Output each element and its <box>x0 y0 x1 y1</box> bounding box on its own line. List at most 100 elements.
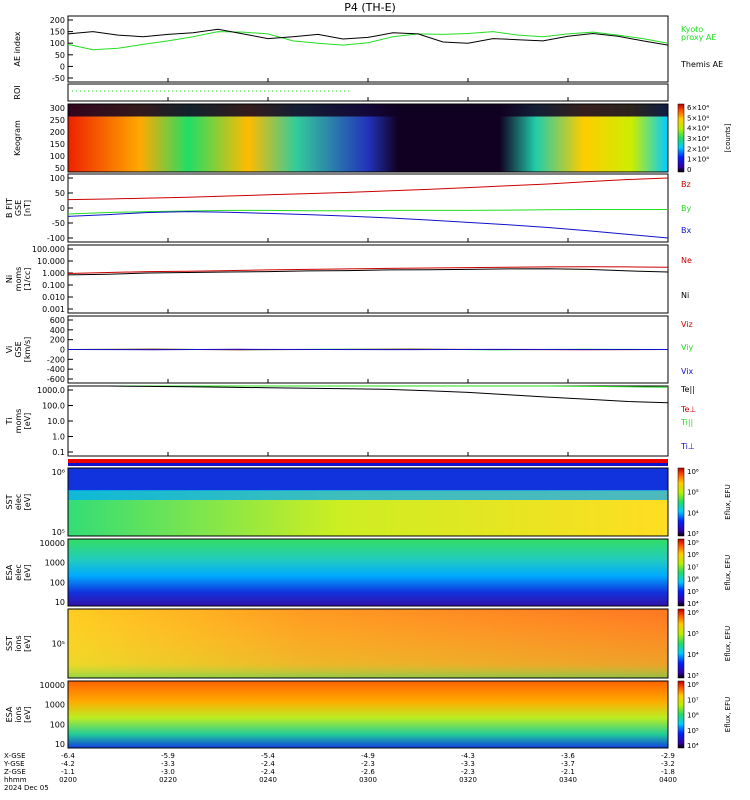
y-tick-label: 100.000 <box>32 245 65 254</box>
colorbar-tick-label: 5×10⁴ <box>687 114 709 122</box>
series-te-par <box>68 385 669 404</box>
colorbar-tick-label: 6×10⁴ <box>687 104 709 112</box>
y-axis-label: moms <box>14 267 23 292</box>
colorbar-tick-label: 10⁵ <box>687 630 699 638</box>
footer-value: -1.1 <box>61 768 75 776</box>
y-tick-label: 1.000 <box>42 269 65 278</box>
series-ni <box>67 268 669 276</box>
colorbar-tick-label: 10⁴ <box>687 600 699 608</box>
esa-ion-spectrogram <box>68 681 668 748</box>
legend-bfield: By <box>681 204 691 213</box>
series-bx <box>67 211 669 239</box>
y-tick-label: -50 <box>52 74 65 83</box>
colorbar-tick-label: 10⁵ <box>687 489 699 497</box>
colorbar-tick-label: 4×10⁴ <box>687 125 709 133</box>
colorbar-tick-label: 10³ <box>687 672 699 680</box>
colorbar-tick-label: 3×10⁴ <box>687 135 709 143</box>
panel-frame <box>67 244 669 314</box>
colorbar-label: [counts] <box>724 123 732 152</box>
sst-electron-mid-band <box>68 490 668 500</box>
legend-ae: proxy AE <box>681 33 716 42</box>
colorbar-tick-label: 10⁶ <box>687 609 699 617</box>
panel-temp: 1000.0 100.0 10.0 1.0 0.1 Ti moms [eV] <box>5 385 669 457</box>
footer-value: -2.1 <box>561 768 575 776</box>
y-tick-label: 0 <box>60 346 65 355</box>
footer-value: -4.2 <box>61 760 75 768</box>
y-tick-label: 50 <box>55 51 65 60</box>
y-tick-label: -100 <box>47 234 65 243</box>
series-bz <box>67 177 669 201</box>
y-tick-label: 10.0 <box>47 417 65 426</box>
y-tick-label: 10 <box>55 598 65 607</box>
footer-value: -2.9 <box>661 752 675 760</box>
flag-bar-red <box>68 459 668 463</box>
y-tick-label: 400 <box>50 326 65 335</box>
y-tick-label: 1000 <box>45 701 65 710</box>
y-axis-label: moms <box>14 409 23 434</box>
y-axis-label: AE index <box>13 31 22 66</box>
footer-value: 0200 <box>59 776 77 784</box>
panel-esa_e: 10000 1000 100 10 ESA elec [eV] <box>5 538 669 607</box>
y-tick-label: 50 <box>55 164 65 173</box>
footer-value: -2.3 <box>461 768 475 776</box>
colorbar-scale <box>677 467 685 537</box>
y-tick-label: 150 <box>50 140 65 149</box>
colorbar-tick-label: 10⁴ <box>687 509 699 517</box>
colorbar-scale <box>677 608 685 679</box>
colorbar-tick-label: 10⁶ <box>687 712 699 720</box>
y-tick-label: 200 <box>50 16 65 25</box>
y-tick-label: 10⁶ <box>52 468 65 477</box>
colorbar-tick-label: 10⁵ <box>687 727 699 735</box>
y-tick-label: 50 <box>55 189 65 198</box>
footer-value: 0320 <box>459 776 477 784</box>
footer-value: 0240 <box>259 776 277 784</box>
legend-density: Ne <box>681 256 692 265</box>
footer-value: 0220 <box>159 776 177 784</box>
y-axis-label: B FIT <box>5 198 14 218</box>
plot-title: P4 (TH-E) <box>344 1 396 14</box>
y-axis-label: [eV] <box>23 635 32 652</box>
legend-temp: Ti|| <box>680 418 693 427</box>
footer-value: -3.7 <box>561 760 575 768</box>
legend-temp: Te⊥ <box>680 405 696 414</box>
footer-value: -3.3 <box>461 760 475 768</box>
series-themis-ae <box>67 28 669 46</box>
y-tick-label: 250 <box>50 116 65 125</box>
y-axis-label: ions <box>14 706 23 722</box>
flag-bar-blue <box>68 463 668 466</box>
sst-electron-high-band <box>68 468 668 491</box>
series-by <box>67 209 668 215</box>
y-tick-label: 10 <box>55 740 65 749</box>
y-axis-label: SST <box>5 494 14 509</box>
y-axis-label: [nT] <box>23 200 32 216</box>
y-tick-label: 100 <box>50 39 65 48</box>
footer-row-label: 2024 Dec 05 <box>4 784 49 792</box>
footer-row-label: hhmm <box>4 776 27 784</box>
y-axis-label: [eV] <box>23 413 32 430</box>
panel-bfield: 100 50 0 -50 -100 B FIT GSE [nT] <box>5 173 669 243</box>
legend-bfield: Bx <box>681 226 691 235</box>
y-axis-label: [km/s] <box>23 337 32 363</box>
y-axis-label: GSE <box>14 341 23 357</box>
colorbar-scale <box>677 680 685 749</box>
y-tick-label: 0 <box>60 62 65 71</box>
y-tick-label: -200 <box>47 355 65 364</box>
colorbar-tick-label: 10⁸ <box>687 681 699 689</box>
legend-temp: Ti⊥ <box>680 442 695 451</box>
footer-value: -2.3 <box>361 760 375 768</box>
colorbar-esa_i: 10⁸ 10⁷ 10⁶ 10⁵ 10⁴ Eflux, EFU <box>677 680 732 750</box>
panel-roi: ROI <box>13 83 669 102</box>
panel-frame <box>67 385 669 457</box>
y-axis-label: SST <box>5 636 14 651</box>
y-axis-label: [eV] <box>23 564 32 581</box>
legend-velocity: Viz <box>681 320 693 329</box>
colorbar-scale <box>677 538 685 607</box>
legend-velocity: Vix <box>681 367 694 376</box>
y-axis-label: elec <box>14 494 23 510</box>
series-ne <box>67 266 669 274</box>
y-tick-label: 10.000 <box>37 257 65 266</box>
colorbar-sst_i: 10⁶ 10⁵ 10⁴ 10³ Eflux, EFU <box>677 608 732 680</box>
colorbar-scale <box>677 103 685 173</box>
